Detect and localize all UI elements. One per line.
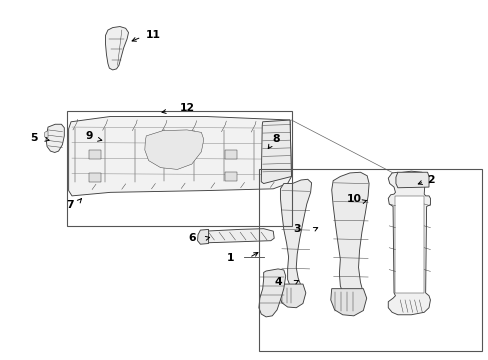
Text: 8: 8 <box>271 134 279 144</box>
Polygon shape <box>197 229 208 244</box>
Text: 5: 5 <box>30 133 37 143</box>
Polygon shape <box>89 150 101 159</box>
Text: 10: 10 <box>346 194 362 204</box>
Polygon shape <box>89 173 101 182</box>
Polygon shape <box>279 284 305 308</box>
Polygon shape <box>395 196 424 293</box>
Text: 4: 4 <box>274 277 281 287</box>
Polygon shape <box>395 172 428 188</box>
Polygon shape <box>201 229 274 243</box>
Polygon shape <box>330 289 366 316</box>
Bar <box>258 170 481 351</box>
Polygon shape <box>225 150 237 159</box>
Polygon shape <box>46 124 64 153</box>
Polygon shape <box>92 127 139 137</box>
Text: 3: 3 <box>293 224 301 234</box>
Polygon shape <box>68 117 291 196</box>
Polygon shape <box>144 130 203 170</box>
Text: 2: 2 <box>427 175 434 185</box>
Text: 7: 7 <box>66 200 73 210</box>
Polygon shape <box>387 171 429 315</box>
Polygon shape <box>261 120 291 184</box>
Bar <box>67 111 292 226</box>
Polygon shape <box>44 131 48 138</box>
Polygon shape <box>258 269 285 317</box>
Text: 11: 11 <box>145 30 161 40</box>
Polygon shape <box>331 172 368 298</box>
Text: 6: 6 <box>187 233 195 243</box>
Text: 1: 1 <box>226 253 233 262</box>
Polygon shape <box>105 27 128 70</box>
Polygon shape <box>225 172 237 181</box>
Polygon shape <box>280 179 311 290</box>
Text: 9: 9 <box>85 131 92 141</box>
Text: 12: 12 <box>179 103 194 113</box>
